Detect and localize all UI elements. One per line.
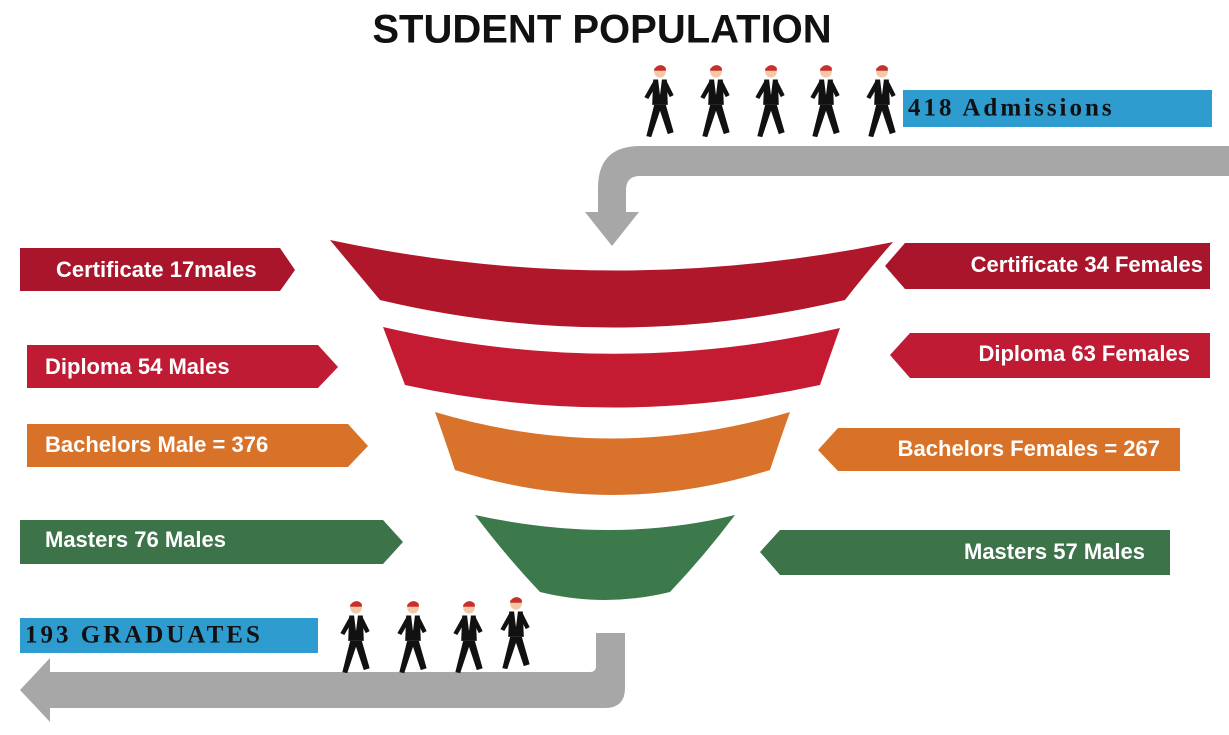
left-label: Bachelors Male = 376 (45, 432, 268, 457)
right-label: Diploma 63 Females (978, 341, 1190, 366)
right-label: Certificate 34 Females (971, 252, 1203, 277)
left-label: Diploma 54 Males (45, 354, 230, 379)
left-label: Masters 76 Males (45, 527, 226, 552)
admissions-label: 418 Admissions (908, 95, 1115, 122)
title: STUDENT POPULATION (372, 8, 831, 52)
infographic: STUDENT POPULATION 418 Admissions Certif… (0, 0, 1229, 735)
funnel-bachelors (435, 412, 790, 495)
walkers-top (644, 65, 895, 137)
right-label: Masters 57 Males (964, 539, 1145, 564)
funnel-diploma (383, 327, 840, 408)
graduates-label: 193 GRADUATES (25, 622, 263, 649)
arrow-in (585, 146, 1229, 246)
right-label: Bachelors Females = 267 (898, 436, 1160, 461)
funnel-masters (475, 515, 735, 600)
walkers-bottom (340, 597, 529, 673)
left-label: Certificate 17males (56, 257, 257, 282)
funnel-certificate (330, 240, 893, 328)
